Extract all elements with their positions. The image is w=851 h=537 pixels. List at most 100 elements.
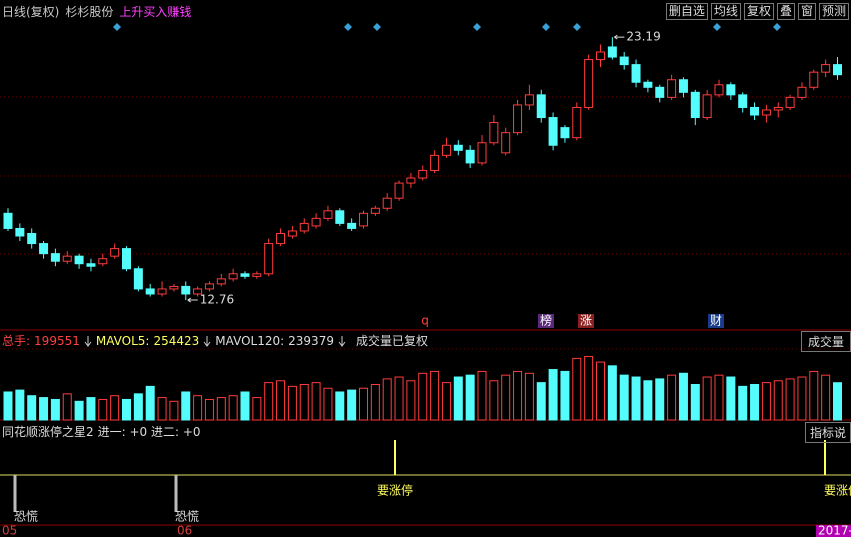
volume-bar	[394, 376, 404, 421]
volume-bar	[299, 384, 309, 421]
volume-bar	[133, 393, 143, 421]
volume-bar	[477, 370, 487, 421]
x-label: 2017-08	[818, 524, 851, 537]
candle-body	[204, 283, 214, 290]
volume-bar	[252, 397, 262, 421]
volume-bar	[406, 380, 416, 421]
volume-bar	[560, 370, 570, 421]
candle-body	[809, 71, 819, 88]
candle-body	[228, 273, 238, 280]
candle-body	[430, 154, 440, 171]
candle-body	[287, 230, 297, 237]
volume-bar	[157, 397, 167, 421]
candle-body	[382, 197, 392, 209]
volume-bar	[702, 376, 712, 421]
volume-bar	[714, 374, 724, 421]
high-label: 23.19	[626, 30, 660, 44]
arrow	[338, 335, 346, 347]
ma120-label: MAVOL120:	[215, 333, 285, 348]
volume-bar	[15, 389, 25, 421]
x-label-box	[816, 525, 851, 537]
volume-bar	[276, 380, 286, 421]
period: 日线(复权)	[2, 5, 60, 19]
candle-body	[110, 248, 120, 257]
candle-body	[678, 79, 688, 93]
volume-bar	[524, 372, 534, 421]
volume-bar	[453, 376, 463, 421]
candle-body	[169, 285, 179, 290]
candle-body	[596, 51, 605, 61]
volume-bar	[536, 382, 546, 421]
button[interactable]: 预测	[818, 3, 849, 20]
candle-body	[702, 94, 712, 119]
volume-bar	[98, 398, 108, 421]
event-label: q	[421, 314, 429, 328]
candle-body	[619, 56, 629, 66]
event-badge	[708, 314, 724, 328]
candle-body	[489, 122, 499, 144]
button[interactable]: 均线	[710, 3, 741, 20]
button[interactable]: 删自选	[665, 3, 708, 20]
volume-bar	[631, 376, 641, 421]
candle-body	[15, 227, 25, 237]
volume-panel-tab[interactable]: 成交量	[800, 331, 851, 352]
volume-bar	[572, 357, 582, 421]
candle-body	[631, 64, 641, 83]
indicator-panel-tab[interactable]: 指标说	[804, 422, 851, 443]
volume-bar	[264, 382, 274, 421]
candle-body	[299, 222, 309, 232]
volume-bar	[761, 382, 771, 421]
candle-body	[86, 263, 96, 267]
candle-body	[453, 144, 463, 151]
candle-body	[74, 255, 84, 265]
candle-body	[276, 232, 286, 245]
arrow	[84, 335, 92, 347]
candle-body	[560, 127, 570, 139]
volume-bar	[323, 387, 333, 421]
candle-body	[738, 94, 748, 108]
volume-bar	[228, 395, 238, 421]
candle-body	[394, 182, 404, 199]
candle-body	[572, 106, 582, 139]
candle-body	[441, 144, 451, 156]
volume-bar	[513, 370, 523, 421]
candle-body	[655, 86, 665, 98]
volume-bar	[169, 400, 179, 421]
volume-note: 成交量已复权	[355, 334, 428, 348]
volume-bar	[596, 361, 605, 421]
candle-body	[370, 207, 380, 214]
price-pointer	[187, 297, 198, 303]
candle-body	[833, 64, 842, 76]
signal-label: 要涨停	[377, 483, 413, 498]
candle-body	[157, 288, 167, 295]
volume-bar	[809, 370, 819, 421]
button[interactable]: 叠	[776, 3, 795, 20]
candle-body	[323, 210, 333, 219]
candle-body	[690, 91, 700, 119]
volume-bar	[335, 391, 345, 421]
volume-bar	[62, 393, 72, 421]
volume-bar	[750, 384, 760, 421]
button[interactable]: 窗	[797, 3, 816, 20]
strategy: 上升买入赚钱	[119, 5, 192, 19]
volume-bar	[418, 372, 428, 421]
volume-bar	[584, 355, 594, 421]
button[interactable]: 复权	[743, 3, 774, 20]
volume-bar	[430, 370, 440, 421]
candle-body	[133, 268, 143, 290]
volume-bar	[667, 374, 677, 421]
volume-bar	[726, 376, 736, 421]
volume-bar	[678, 372, 688, 421]
volume-bar	[655, 378, 665, 421]
volume-bar	[607, 365, 617, 421]
candle-body	[773, 106, 783, 111]
event-label: 涨	[580, 313, 592, 328]
volume-bar	[441, 382, 451, 421]
candle-body	[252, 273, 262, 277]
low-label: 12.76	[200, 293, 234, 307]
volume-bar	[193, 395, 203, 421]
volume-bar	[122, 398, 131, 421]
volume-bar	[548, 369, 558, 421]
volume-bar	[50, 398, 60, 421]
volume-bar	[74, 400, 84, 421]
